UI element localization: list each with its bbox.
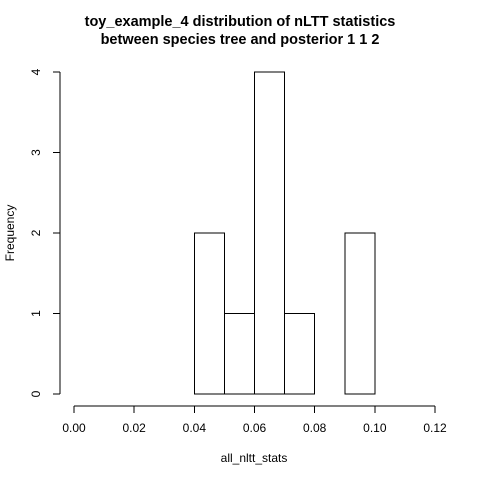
y-tick-label: 0 bbox=[29, 390, 43, 397]
x-tick-label: 0.00 bbox=[62, 421, 86, 435]
histogram-bar-2 bbox=[254, 71, 286, 395]
histogram-bar-5 bbox=[344, 232, 376, 395]
x-tick-label: 0.10 bbox=[363, 421, 387, 435]
x-axis-label: all_nltt_stats bbox=[221, 451, 288, 465]
chart-title-line-2: between species tree and posterior 1 1 2 bbox=[101, 32, 380, 48]
y-axis-label: Frequency bbox=[3, 205, 17, 262]
y-tick-label: 2 bbox=[29, 229, 43, 236]
y-tick-label: 3 bbox=[29, 149, 43, 156]
histogram-bar-1 bbox=[223, 313, 256, 395]
x-tick-label: 0.04 bbox=[183, 421, 207, 435]
x-axis: 0.00 0.02 0.04 0.06 0.08 0.10 0.12 bbox=[62, 405, 447, 435]
x-tick-label: 0.08 bbox=[303, 421, 327, 435]
histogram-bar-3 bbox=[284, 313, 316, 395]
x-tick-label: 0.06 bbox=[243, 421, 267, 435]
x-tick-label: 0.12 bbox=[423, 421, 447, 435]
y-tick-label: 4 bbox=[29, 68, 43, 75]
x-tick-label: 0.02 bbox=[122, 421, 146, 435]
y-tick-label: 1 bbox=[29, 310, 43, 317]
chart-title-line-1: toy_example_4 distribution of nLTT stati… bbox=[85, 14, 396, 30]
histogram-bars bbox=[193, 71, 376, 395]
y-axis: 0 1 2 3 4 bbox=[29, 68, 61, 397]
histogram-bar-0 bbox=[193, 232, 225, 395]
